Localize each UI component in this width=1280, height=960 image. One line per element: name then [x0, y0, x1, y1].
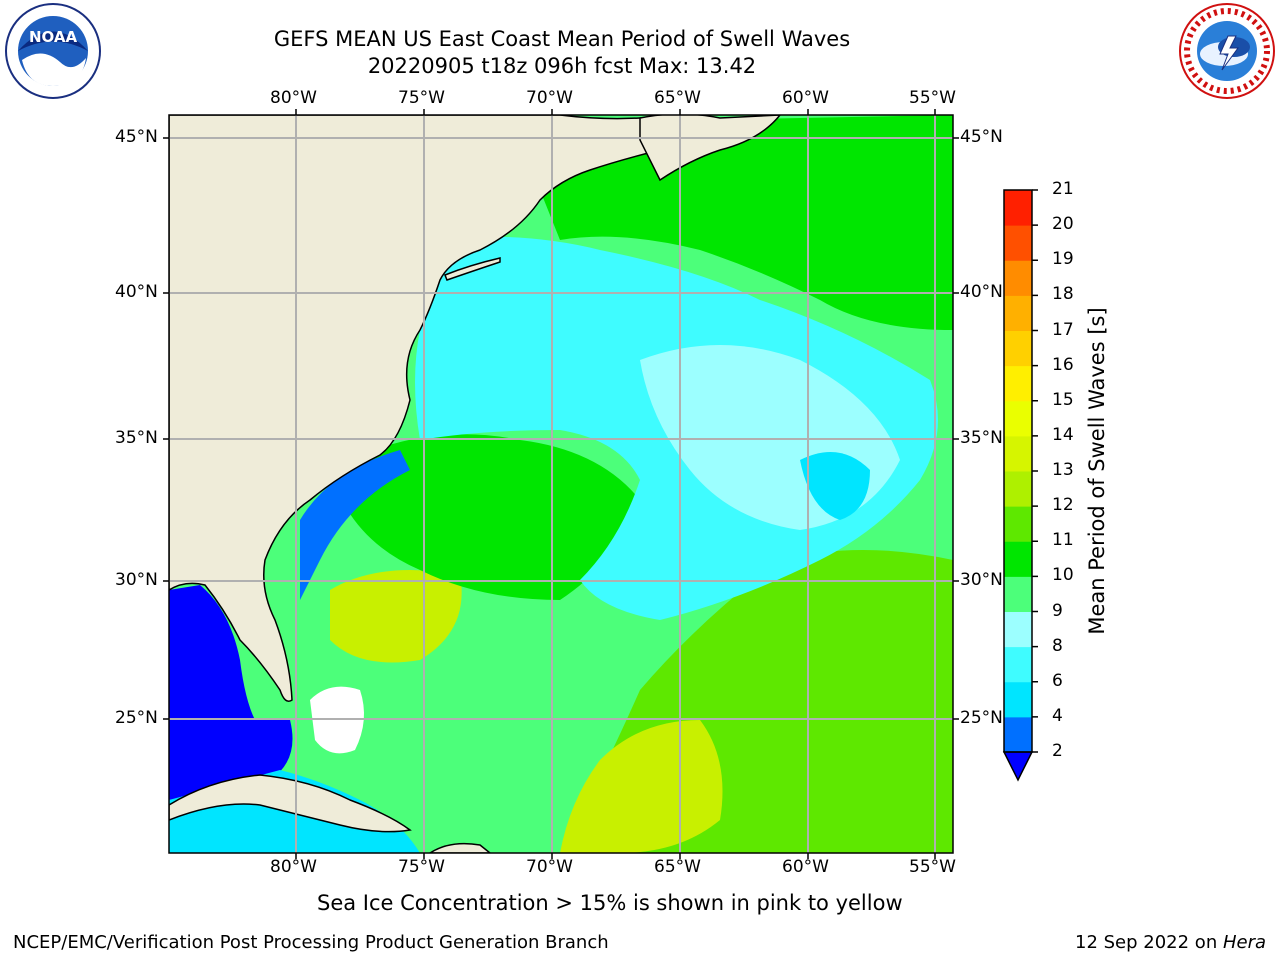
colorbar-under-triangle	[1002, 751, 1034, 782]
lat-label-right-1: 40°N	[960, 282, 1003, 302]
lon-label-top-0: 80°W	[270, 88, 317, 108]
colorbar-tick-label: 12	[1052, 495, 1074, 516]
lon-label-top-5: 55°W	[909, 88, 956, 108]
land-long-island	[444, 257, 501, 281]
colorbar-tick-label: 21	[1052, 179, 1074, 199]
lat-label-left-4: 25°N	[115, 708, 158, 728]
colorbar-band	[1004, 225, 1032, 261]
swell-zone-yellow-west	[330, 570, 462, 663]
colorbar-band	[1004, 295, 1032, 331]
colorbar-tick-label: 15	[1052, 389, 1074, 410]
colorbar-tick-label: 11	[1052, 530, 1074, 551]
footer-date: 12 Sep 2022 on	[1075, 932, 1223, 953]
nws-logo-icon	[1176, 2, 1278, 100]
lon-label-top-1: 75°W	[398, 88, 445, 108]
lat-label-right-2: 35°N	[960, 428, 1003, 448]
swell-zone-mid-green	[330, 434, 640, 600]
swell-zone-deep-cyan	[800, 452, 870, 520]
colorbar-tick-label: 8	[1052, 635, 1063, 656]
colorbar-band	[1004, 576, 1032, 612]
colorbar-band	[1004, 541, 1032, 577]
lat-label-right-3: 30°N	[960, 570, 1003, 590]
colorbar	[1002, 189, 1038, 782]
lon-label-top-2: 70°W	[526, 88, 573, 108]
footer-timestamp: 12 Sep 2022 on Hera	[1075, 932, 1266, 953]
colorbar-tick-label: 14	[1052, 424, 1074, 445]
lat-label-left-3: 30°N	[115, 570, 158, 590]
colorbar-tick-label: 6	[1052, 670, 1063, 691]
noaa-logo-text: NOAA	[29, 28, 78, 46]
lon-label-bottom-5: 55°W	[909, 857, 956, 877]
colorbar-band	[1004, 365, 1032, 402]
lat-label-right-4: 25°N	[960, 708, 1003, 728]
lon-label-bottom-3: 65°W	[654, 857, 701, 877]
sea-ice-note: Sea Ice Concentration > 15% is shown in …	[317, 891, 903, 915]
noaa-logo-icon: NOAA	[2, 2, 104, 100]
land-nova-scotia	[639, 115, 781, 182]
lat-label-left-1: 40°N	[115, 282, 158, 302]
colorbar-tick-label: 13	[1052, 460, 1074, 480]
swell-coastal-blue	[300, 450, 410, 600]
colorbar-tick-label: 20	[1052, 214, 1074, 235]
lon-label-bottom-1: 75°W	[398, 857, 445, 877]
colorbar-band	[1004, 435, 1032, 472]
colorbar-band	[1004, 260, 1032, 296]
colorbar-band	[1004, 471, 1032, 507]
lon-label-bottom-0: 80°W	[270, 857, 317, 877]
colorbar-band	[1004, 716, 1032, 753]
map-gridlines	[169, 115, 953, 853]
lon-label-top-3: 65°W	[654, 88, 701, 108]
gulf-under-range	[169, 585, 293, 800]
lat-label-right-0: 45°N	[960, 127, 1003, 147]
colorbar-tick-label: 18	[1052, 284, 1074, 305]
footer-credit: NCEP/EMC/Verification Post Processing Pr…	[13, 932, 609, 953]
colorbar-band	[1004, 400, 1032, 437]
colorbar-tick-label: 4	[1052, 705, 1063, 726]
colorbar-tick-label: 2	[1052, 741, 1063, 761]
map-tick-marks	[163, 109, 959, 859]
colorbar-tick-label: 17	[1052, 319, 1074, 340]
colorbar-band	[1004, 681, 1032, 718]
footer-machine: Hera	[1222, 932, 1266, 953]
map-field	[169, 115, 953, 853]
map-title: GEFS MEAN US East Coast Mean Period of S…	[273, 27, 851, 51]
lon-label-bottom-4: 60°W	[782, 857, 829, 877]
map-frame	[168, 114, 954, 854]
lat-label-left-2: 35°N	[115, 428, 158, 448]
colorbar-band	[1004, 646, 1032, 683]
land-hispaniola	[428, 842, 492, 853]
swell-zone-yellow-south	[560, 720, 723, 853]
colorbar-tick-label: 19	[1052, 249, 1074, 270]
colorbar-band	[1004, 330, 1032, 367]
map-subtitle: 20220905 t18z 096h fcst Max: 13.42	[367, 54, 757, 78]
lon-label-bottom-2: 70°W	[526, 857, 573, 877]
colorbar-band	[1004, 190, 1032, 226]
land-cuba	[169, 774, 412, 833]
colorbar-tick-label: 10	[1052, 565, 1074, 586]
colorbar-band	[1004, 506, 1032, 542]
lon-label-top-4: 60°W	[782, 88, 829, 108]
swell-zone-north-green	[540, 115, 953, 330]
lat-label-left-0: 45°N	[115, 127, 158, 147]
colorbar-band	[1004, 611, 1032, 648]
colorbar-title: Mean Period of Swell Waves [s]	[1085, 307, 1109, 635]
colorbar-tick-label: 16	[1052, 354, 1074, 375]
colorbar-tick-label: 9	[1052, 600, 1063, 621]
